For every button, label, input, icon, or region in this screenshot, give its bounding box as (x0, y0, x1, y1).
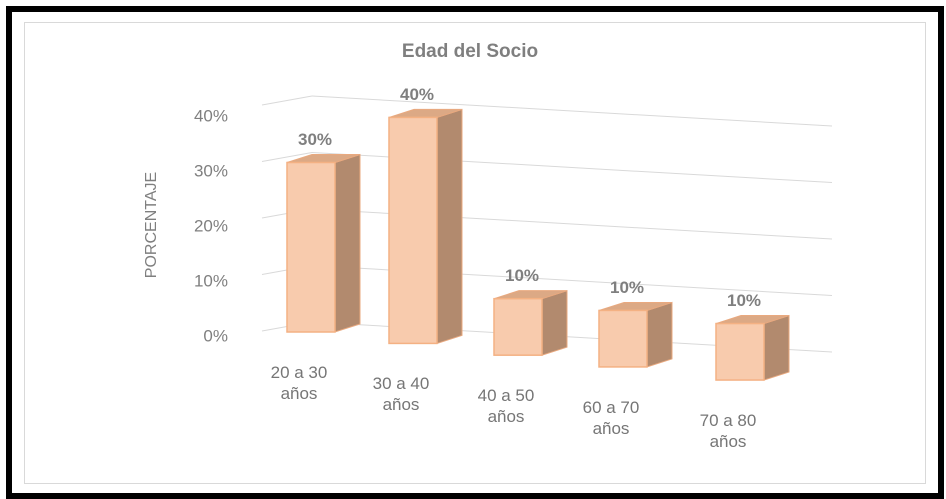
bar-side (763, 314, 790, 381)
data-label: 10% (727, 291, 761, 310)
bar-side (646, 301, 673, 368)
y-tick-label: 40% (194, 106, 228, 125)
x-tick-label: 60 a 70 años (582, 397, 640, 438)
bar-side (541, 289, 568, 356)
frame (6, 6, 944, 499)
bar (715, 322, 765, 381)
y-axis-label: PORCENTAJE (143, 172, 160, 278)
grid-line (311, 95, 833, 127)
data-label: 10% (610, 278, 644, 297)
grid-line (261, 152, 313, 162)
x-tick-label: 30 a 40 años (372, 374, 430, 415)
bar-side (334, 153, 361, 333)
bar (493, 297, 543, 356)
x-tick-label: 70 a 80 años (699, 411, 757, 452)
x-tick-label: 40 a 50 años (477, 386, 535, 427)
chart-area (24, 22, 926, 484)
bar (388, 116, 438, 345)
chart-title: Edad del Socio (402, 41, 538, 62)
bar-side (436, 108, 463, 345)
data-label: 40% (400, 85, 434, 104)
data-label: 10% (505, 266, 539, 285)
y-tick-label: 10% (194, 271, 228, 290)
bar (598, 309, 648, 368)
x-tick-label: 20 a 30 años (270, 363, 328, 403)
bar (286, 161, 336, 333)
data-label: 30% (298, 130, 332, 149)
y-tick-label: 20% (194, 216, 228, 235)
y-tick-label: 30% (194, 161, 228, 180)
y-tick-label: 0% (203, 326, 228, 345)
grid-line (261, 95, 313, 106)
